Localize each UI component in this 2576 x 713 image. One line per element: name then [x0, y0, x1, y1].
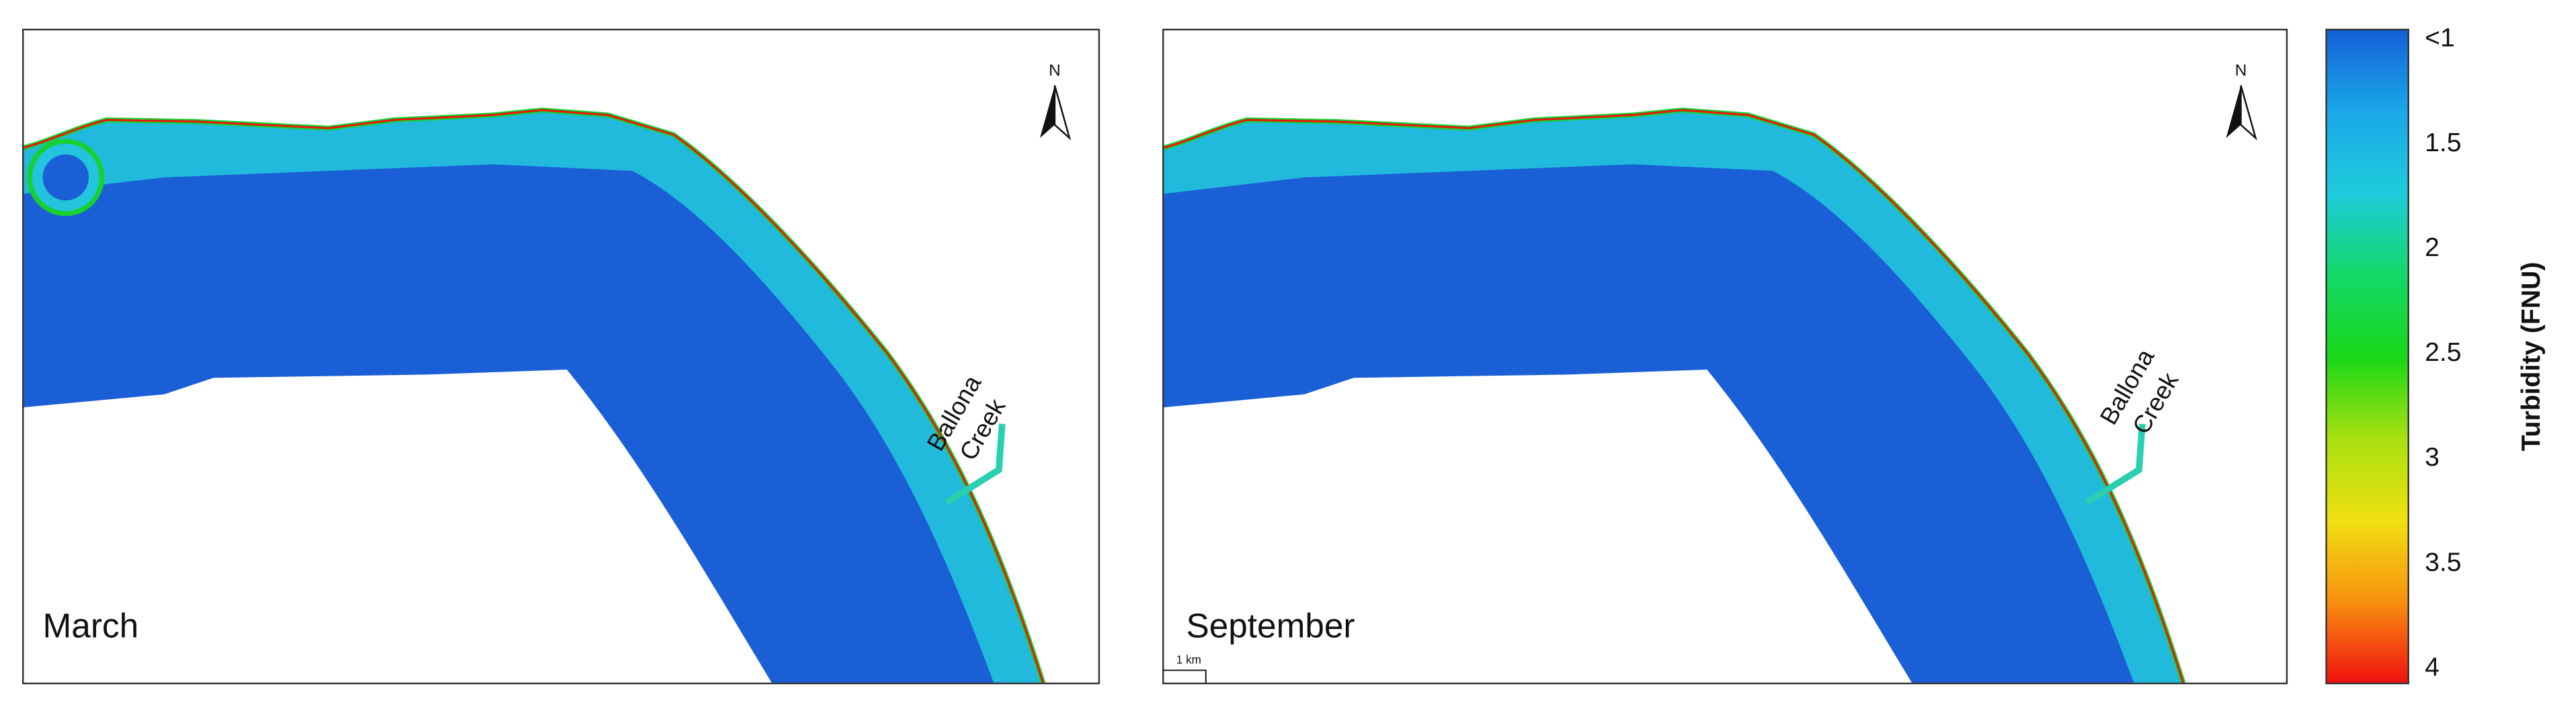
colorbar-tick-label: <1: [2425, 24, 2455, 52]
colorbar-tick-label: 2: [2425, 233, 2440, 262]
map-panel: March Ballona Creek N: [22, 28, 1100, 685]
colorbar-ramp: [2325, 28, 2409, 685]
colorbar-tick-label: 4: [2425, 653, 2440, 681]
north-label: N: [1049, 61, 1061, 79]
colorbar: Turbidity (FNU) <1 1.5 2 2.5 3 3.5 4: [2325, 24, 2546, 685]
turbidity-raster: [23, 110, 1043, 683]
north-label: N: [2235, 61, 2247, 79]
colorbar-tick-label: 2.5: [2425, 338, 2461, 367]
panel-border: [1162, 28, 2288, 685]
north-arrow: N: [2226, 61, 2257, 141]
panel-label: March: [43, 607, 139, 645]
scale-label: 1 km: [1176, 654, 1201, 667]
colorbar-tick-label: 3.5: [2425, 548, 2461, 577]
turbidity-raster: [1163, 110, 2183, 683]
colorbar-tick-label: 3: [2425, 443, 2440, 472]
annotation: Ballona Creek: [2095, 344, 2184, 439]
north-arrow: N: [1039, 61, 1072, 141]
map-panel: September Ballona Creek N 1 km: [1162, 28, 2288, 685]
colorbar-tick-label: 1.5: [2425, 128, 2461, 157]
panel-border: [22, 28, 1100, 685]
panel-label: September: [1186, 607, 1355, 645]
scale-bar: 1 km: [1163, 654, 1207, 683]
colorbar-title: Turbidity (FNU): [2517, 262, 2546, 452]
